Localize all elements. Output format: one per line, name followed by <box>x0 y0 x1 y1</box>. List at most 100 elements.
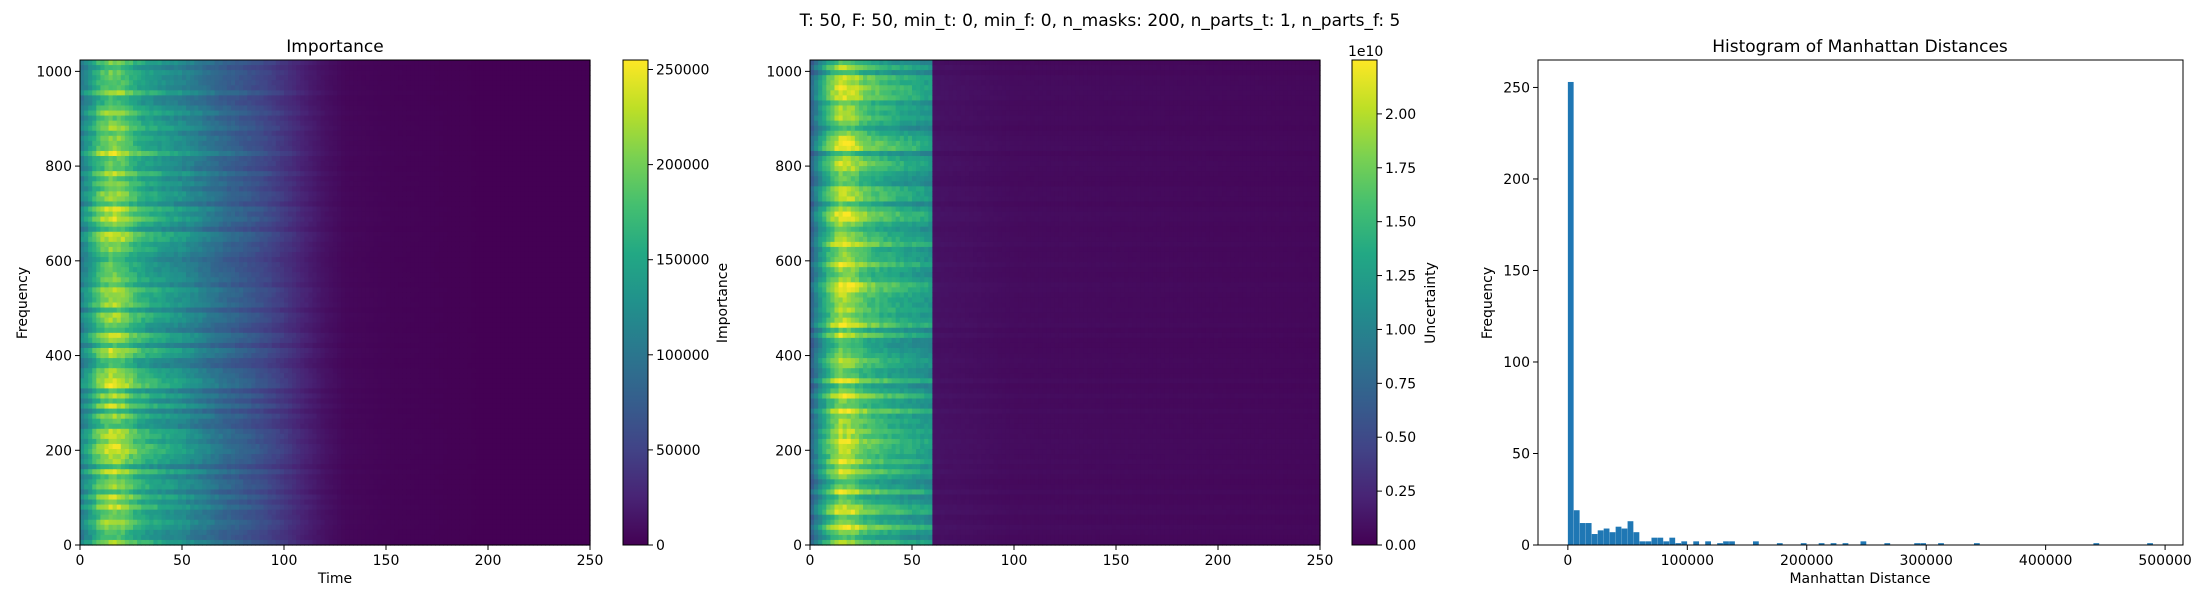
heatmap-cell <box>206 373 211 379</box>
heatmap-cell <box>239 383 244 389</box>
heatmap-cell <box>243 90 248 96</box>
heatmap-cell <box>202 262 207 268</box>
heatmap-cell <box>194 196 199 202</box>
heatmap-cell <box>211 196 216 202</box>
heatmap-cell <box>190 348 195 354</box>
heatmap-cell <box>231 121 236 127</box>
heatmap-cell <box>162 237 167 243</box>
heatmap-cell <box>174 333 179 339</box>
heatmap-cell <box>80 237 85 243</box>
heatmap-cell <box>231 510 236 516</box>
heatmap-cell <box>121 100 126 106</box>
heatmap-cell <box>243 530 248 536</box>
heatmap-cell <box>133 474 138 480</box>
heatmap-cell <box>162 75 167 81</box>
heatmap-cell <box>149 287 154 293</box>
heatmap-cell <box>104 85 109 91</box>
heatmap-cell <box>162 318 167 324</box>
heatmap-cell <box>194 474 199 480</box>
heatmap-cell <box>145 151 150 157</box>
heatmap-cell <box>211 212 216 218</box>
heatmap-cell <box>247 363 252 369</box>
heatmap-cell <box>260 303 265 309</box>
heatmap-cell <box>272 368 277 374</box>
heatmap-cell <box>288 535 293 541</box>
heatmap-cell <box>276 90 281 96</box>
heatmap-cell <box>194 151 199 157</box>
heatmap-cell <box>264 429 269 435</box>
heatmap-cell <box>153 181 158 187</box>
heatmap-cell <box>227 105 232 111</box>
heatmap-cell <box>153 388 158 394</box>
heatmap-cell <box>88 333 93 339</box>
heatmap-cell <box>288 484 293 490</box>
heatmap-cell <box>190 100 195 106</box>
heatmap-cell <box>251 116 256 122</box>
heatmap-cell <box>100 80 105 86</box>
heatmap-cell <box>186 449 191 455</box>
heatmap-cell <box>194 257 199 263</box>
heatmap-cell <box>206 277 211 283</box>
heatmap-cell <box>206 484 211 490</box>
heatmap-cell <box>129 227 134 233</box>
heatmap-cell <box>264 85 269 91</box>
heatmap-cell <box>141 530 146 536</box>
heatmap-cell <box>231 303 236 309</box>
heatmap-cell <box>276 515 281 521</box>
heatmap-cell <box>145 530 150 536</box>
heatmap-cell <box>194 454 199 460</box>
heatmap-cell <box>284 85 289 91</box>
heatmap-cell <box>219 282 224 288</box>
heatmap-cell <box>288 105 293 111</box>
heatmap-cell <box>141 171 146 177</box>
heatmap-cell <box>84 116 89 122</box>
heatmap-cell <box>219 65 224 71</box>
heatmap-cell <box>239 111 244 117</box>
heatmap-cell <box>153 328 158 334</box>
heatmap-cell <box>280 247 285 253</box>
heatmap-cell <box>202 287 207 293</box>
heatmap-cell <box>272 424 277 430</box>
heatmap-cell <box>219 186 224 192</box>
heatmap-cell <box>202 247 207 253</box>
heatmap-cell <box>88 308 93 314</box>
heatmap-cell <box>133 232 138 238</box>
heatmap-cell <box>276 126 281 132</box>
heatmap-cell <box>264 131 269 137</box>
heatmap-cell <box>268 449 273 455</box>
heatmap-cell <box>198 388 203 394</box>
heatmap-cell <box>121 323 126 329</box>
heatmap-cell <box>117 267 122 273</box>
heatmap-cell <box>100 95 105 101</box>
heatmap-cell <box>255 505 260 511</box>
heatmap-cell <box>80 217 85 223</box>
heatmap-cell <box>178 181 183 187</box>
heatmap-cell <box>255 424 260 430</box>
heatmap-cell <box>174 85 179 91</box>
heatmap-cell <box>247 520 252 526</box>
heatmap-cell <box>153 494 158 500</box>
heatmap-cell <box>227 398 232 404</box>
heatmap-cell <box>211 429 216 435</box>
heatmap-cell <box>84 65 89 71</box>
heatmap-cell <box>88 262 93 268</box>
heatmap-cell <box>206 449 211 455</box>
heatmap-cell <box>137 414 142 420</box>
heatmap-cell <box>235 409 240 415</box>
heatmap-cell <box>80 388 85 394</box>
heatmap-cell <box>251 217 256 223</box>
heatmap-cell <box>166 459 171 465</box>
heatmap-cell <box>198 217 203 223</box>
heatmap-cell <box>100 156 105 162</box>
heatmap-cell <box>145 95 150 101</box>
heatmap-cell <box>219 454 224 460</box>
heatmap-cell <box>80 90 85 96</box>
heatmap-cell <box>100 252 105 258</box>
heatmap-cell <box>80 525 85 531</box>
heatmap-cell <box>194 126 199 132</box>
heatmap-cell <box>104 242 109 248</box>
heatmap-cell <box>260 333 265 339</box>
heatmap-cell <box>162 383 167 389</box>
heatmap-cell <box>92 292 97 298</box>
heatmap-cell <box>170 308 175 314</box>
